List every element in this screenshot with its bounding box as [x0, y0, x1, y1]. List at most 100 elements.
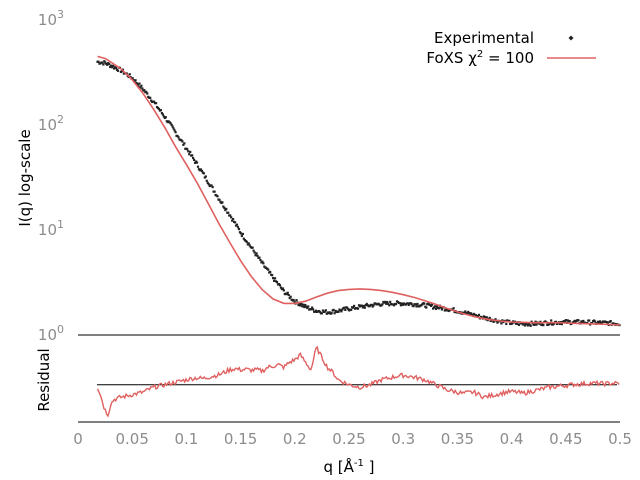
experimental-point — [352, 306, 355, 309]
experimental-point — [500, 322, 503, 325]
experimental-point — [196, 165, 200, 168]
experimental-point — [271, 274, 274, 277]
experimental-point — [371, 305, 374, 308]
experimental-point — [471, 313, 474, 316]
experimental-point — [292, 298, 295, 302]
experimental-point — [523, 324, 526, 327]
experimental-point — [145, 90, 148, 93]
experimental-point — [388, 304, 391, 307]
experimental-point — [188, 153, 191, 156]
experimental-point — [152, 100, 156, 103]
x-tick-label: 0.25 — [332, 430, 365, 448]
experimental-point — [539, 320, 542, 323]
experimental-point — [564, 319, 567, 322]
experimental-point — [552, 322, 556, 325]
experimental-point — [180, 139, 183, 142]
experimental-point — [173, 129, 176, 132]
experimental-point — [414, 303, 417, 306]
experimental-point — [225, 207, 228, 211]
experimental-point — [415, 305, 418, 308]
experimental-point — [227, 211, 230, 214]
experimental-point — [412, 305, 415, 308]
experimental-point — [511, 322, 514, 325]
experimental-point — [324, 309, 327, 312]
experimental-point — [467, 310, 470, 314]
experimental-point — [191, 154, 194, 157]
experimental-point — [187, 150, 190, 153]
experimental-point — [517, 323, 521, 327]
experimental-point — [114, 66, 118, 70]
experimental-point — [311, 306, 314, 309]
experimental-point — [253, 251, 256, 254]
experimental-point — [439, 306, 443, 309]
residual-line — [96, 345, 620, 418]
experimental-point — [195, 161, 199, 164]
experimental-point — [534, 320, 537, 323]
experimental-point — [224, 208, 227, 212]
legend-experimental-marker — [568, 35, 574, 41]
experimental-point — [199, 168, 203, 171]
experimental-point — [177, 136, 180, 139]
experimental-point — [136, 82, 139, 86]
experimental-point — [161, 113, 164, 116]
experimental-point — [558, 322, 562, 325]
fit-y-tick-label: 100 — [38, 323, 64, 344]
experimental-point — [401, 303, 404, 306]
experimental-point — [258, 256, 261, 259]
experimental-point — [162, 115, 165, 118]
experimental-point — [200, 169, 204, 173]
x-axis-label-prefix: q [Å — [323, 457, 354, 476]
experimental-point — [323, 310, 326, 313]
experimental-point — [154, 102, 158, 105]
experimental-point — [606, 321, 609, 324]
x-tick-label: 0.35 — [441, 430, 474, 448]
x-axis-label: q [Å-1 ] — [323, 457, 374, 476]
experimental-point — [238, 231, 242, 234]
x-tick-label: 0.05 — [115, 430, 148, 448]
experimental-point — [582, 319, 585, 323]
experimental-point — [431, 303, 434, 306]
experimental-point — [496, 321, 499, 324]
x-tick-label: 0.2 — [283, 430, 307, 448]
experimental-point — [321, 309, 324, 312]
experimental-point — [328, 311, 331, 314]
experimental-point — [218, 198, 221, 201]
experimental-point — [563, 320, 566, 323]
experimental-point — [333, 312, 336, 315]
experimental-point — [289, 295, 292, 298]
experimental-point — [542, 324, 545, 327]
experimental-point — [410, 302, 413, 306]
experimental-point — [550, 319, 553, 322]
experimental-point — [452, 307, 455, 310]
experimental-point — [192, 156, 195, 160]
experimental-point — [186, 148, 189, 151]
experimental-point — [222, 205, 225, 208]
fit-y-tick-label: 101 — [38, 218, 64, 239]
experimental-point — [261, 260, 264, 263]
experimental-point — [364, 304, 367, 307]
experimental-point — [132, 79, 135, 82]
experimental-point — [398, 302, 402, 305]
experimental-point — [350, 308, 353, 311]
experimental-point — [346, 306, 349, 309]
experimental-point — [394, 302, 398, 306]
experimental-point — [111, 66, 114, 69]
experimental-point — [306, 306, 309, 310]
experimental-point — [279, 286, 283, 289]
experimental-point — [303, 305, 306, 309]
experimental-point — [110, 64, 113, 67]
experimental-point — [464, 310, 467, 313]
experimental-point — [580, 320, 583, 323]
experimental-point — [515, 322, 519, 325]
experimental-point — [278, 284, 282, 287]
experimental-point — [421, 303, 424, 306]
experimental-point — [112, 64, 115, 67]
experimental-point — [300, 302, 303, 306]
experimental-point — [485, 316, 488, 319]
experimental-point — [236, 226, 240, 229]
experimental-point — [170, 123, 173, 127]
legend-fit-sup: 2 — [477, 49, 483, 60]
experimental-point — [387, 302, 390, 305]
legend-experimental-label: Experimental — [434, 29, 534, 47]
